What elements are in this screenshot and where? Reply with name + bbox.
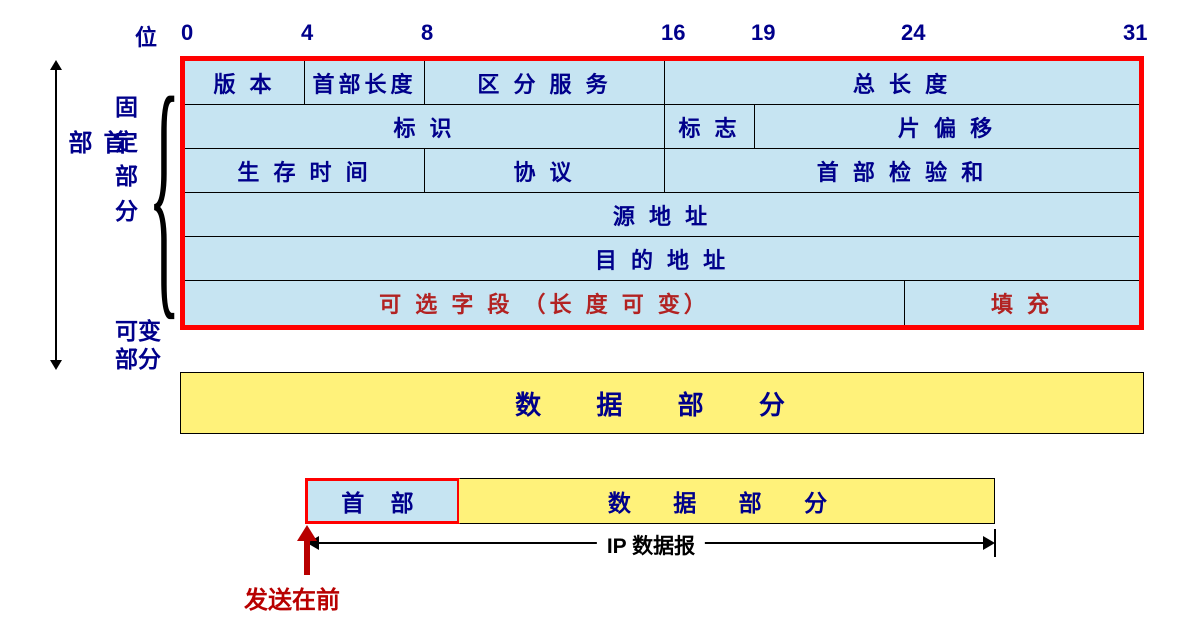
data-section: 数 据 部 分	[180, 372, 1144, 434]
field-cell: 标 志	[665, 105, 755, 148]
bit-ruler: 04816192431	[181, 20, 1141, 50]
field-cell: 目 的 地 址	[185, 237, 1139, 280]
field-cell: 源 地 址	[185, 193, 1139, 236]
field-cell: 版 本	[185, 61, 305, 104]
ip-range-label: IP 数据报	[597, 530, 705, 560]
table-row: 可 选 字 段 （长 度 可 变）填 充	[185, 281, 1139, 325]
bit-label-8: 8	[421, 20, 433, 46]
bit-label-31: 31	[1123, 20, 1147, 46]
bit-label-16: 16	[661, 20, 685, 46]
bit-label-19: 19	[751, 20, 775, 46]
side-label-variable: 可变 部分	[115, 318, 161, 373]
bit-label-4: 4	[301, 20, 313, 46]
field-cell: 标 识	[185, 105, 665, 148]
field-cell: 区 分 服 务	[425, 61, 665, 104]
field-cell: 可 选 字 段 （长 度 可 变）	[185, 281, 905, 325]
table-row: 生 存 时 间协 议首 部 检 验 和	[185, 149, 1139, 193]
datagram-body: 数 据 部 分	[459, 479, 994, 523]
field-cell: 生 存 时 间	[185, 149, 425, 192]
table-row: 目 的 地 址	[185, 237, 1139, 281]
table-row: 标 识标 志片 偏 移	[185, 105, 1139, 149]
datagram-head: 首 部	[305, 478, 460, 524]
bit-label-24: 24	[901, 20, 925, 46]
field-cell: 首部长度	[305, 61, 425, 104]
send-first-label: 发送在前	[244, 580, 340, 615]
datagram-bar: 首 部 数 据 部 分	[305, 478, 995, 524]
field-cell: 首 部 检 验 和	[665, 149, 1139, 192]
bit-label-0: 0	[181, 20, 193, 46]
field-cell: 片 偏 移	[755, 105, 1139, 148]
vertical-arrow	[50, 60, 62, 370]
field-cell: 填 充	[905, 281, 1139, 325]
ip-datagram-range: IP 数据报	[307, 533, 995, 553]
table-row: 源 地 址	[185, 193, 1139, 237]
field-cell: 总 长 度	[665, 61, 1139, 104]
header-table: 版 本首部长度区 分 服 务总 长 度标 识标 志片 偏 移生 存 时 间协 议…	[180, 56, 1144, 330]
table-row: 版 本首部长度区 分 服 务总 长 度	[185, 61, 1139, 105]
brace-icon: {	[148, 60, 180, 325]
send-first-arrow-icon	[299, 525, 315, 575]
side-label-fixed: 固 定 部 分	[115, 90, 138, 228]
field-cell: 协 议	[425, 149, 665, 192]
